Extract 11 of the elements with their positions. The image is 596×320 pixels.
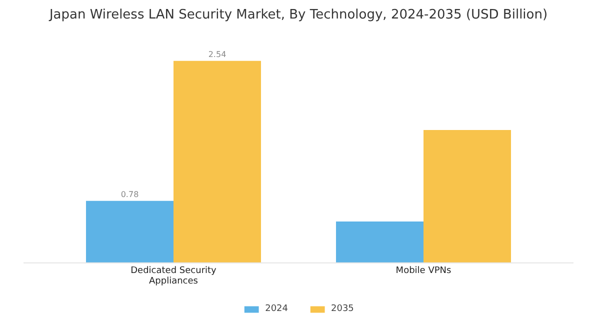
data-label: 2.54 (208, 50, 226, 59)
legend-label: 2024 (265, 304, 288, 314)
legend-label: 2035 (331, 304, 354, 314)
chart-title: Japan Wireless LAN Security Market, By Technology, 2024-2035 (USD Billion) (48, 8, 548, 22)
data-label: 0.78 (120, 190, 139, 199)
x-tick-label: Mobile VPNs (396, 266, 452, 276)
bar (86, 200, 174, 263)
bar (424, 130, 511, 263)
x-tick-label: Dedicated Security Appliances (130, 266, 218, 286)
bar (174, 60, 261, 263)
bar (336, 222, 424, 263)
